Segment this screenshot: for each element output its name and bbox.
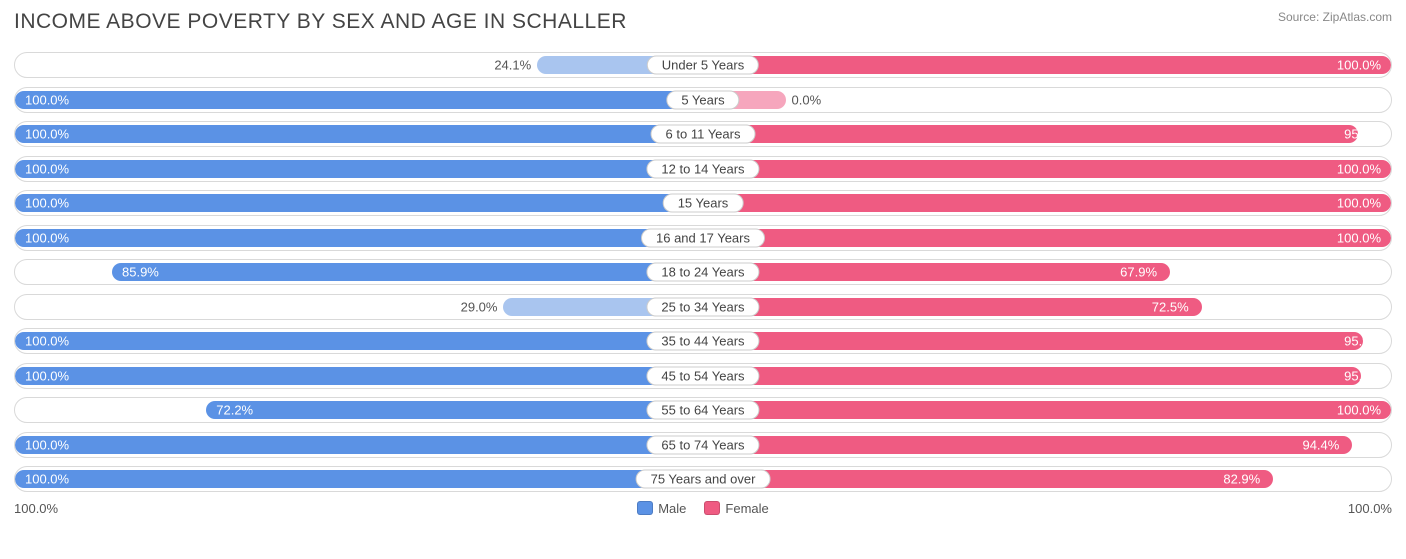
chart-title: INCOME ABOVE POVERTY BY SEX AND AGE IN S…: [14, 10, 627, 34]
female-value: 82.9%: [1223, 472, 1260, 487]
category-label: 65 to 74 Years: [646, 435, 759, 454]
category-label: 25 to 34 Years: [646, 297, 759, 316]
chart-row: 100.0% 95.7% 45 to 54 Years: [14, 363, 1392, 389]
axis-left-label: 100.0%: [14, 501, 58, 516]
category-label: 18 to 24 Years: [646, 263, 759, 282]
male-bar: [15, 194, 703, 212]
male-value: 100.0%: [15, 437, 69, 452]
bar-chart: 24.1% 100.0% Under 5 Years 100.0% 0.0% 5 Year…: [14, 52, 1392, 492]
chart-row: 100.0% 94.4% 65 to 74 Years: [14, 432, 1392, 458]
female-value: 100.0%: [1337, 196, 1381, 211]
male-value: 100.0%: [15, 196, 69, 211]
chart-row: 100.0% 100.0% 16 and 17 Years: [14, 225, 1392, 251]
female-value: 100.0%: [1337, 403, 1381, 418]
male-value: 100.0%: [15, 368, 69, 383]
female-bar: [703, 263, 1170, 281]
chart-footer: 100.0% Male Female 100.0%: [14, 501, 1392, 516]
male-bar: [15, 367, 703, 385]
female-bar: [703, 160, 1391, 178]
legend-swatch-male: [637, 501, 653, 515]
male-bar: [15, 436, 703, 454]
chart-source: Source: ZipAtlas.com: [1278, 10, 1392, 24]
category-label: 12 to 14 Years: [646, 159, 759, 178]
female-value: 95.2%: [1344, 127, 1381, 142]
male-value: 24.1%: [494, 58, 531, 73]
chart-row: 100.0% 0.0% 5 Years: [14, 87, 1392, 113]
chart-row: 100.0% 100.0% 12 to 14 Years: [14, 156, 1392, 182]
legend-swatch-female: [704, 501, 720, 515]
female-value: 94.4%: [1302, 437, 1339, 452]
female-value: 95.9%: [1344, 334, 1381, 349]
female-bar: [703, 56, 1391, 74]
male-value: 100.0%: [15, 334, 69, 349]
male-value: 100.0%: [15, 161, 69, 176]
female-value: 72.5%: [1152, 299, 1189, 314]
female-value: 0.0%: [792, 92, 822, 107]
chart-row: 100.0% 82.9% 75 Years and over: [14, 466, 1392, 492]
male-value: 100.0%: [15, 472, 69, 487]
category-label: 5 Years: [666, 90, 739, 109]
axis-right-label: 100.0%: [1348, 501, 1392, 516]
male-value: 29.0%: [461, 299, 498, 314]
female-bar: [703, 229, 1391, 247]
female-value: 100.0%: [1337, 58, 1381, 73]
category-label: 16 and 17 Years: [641, 228, 765, 247]
male-value: 100.0%: [15, 230, 69, 245]
chart-row: 72.2% 100.0% 55 to 64 Years: [14, 397, 1392, 423]
legend-label-female: Female: [725, 501, 768, 516]
male-bar: [15, 332, 703, 350]
chart-row: 100.0% 100.0% 15 Years: [14, 190, 1392, 216]
female-bar: [703, 332, 1363, 350]
category-label: 6 to 11 Years: [651, 125, 756, 144]
male-bar: [15, 229, 703, 247]
male-bar: [206, 401, 703, 419]
female-bar: [703, 194, 1391, 212]
male-bar: [112, 263, 703, 281]
chart-row: 85.9% 67.9% 18 to 24 Years: [14, 259, 1392, 285]
category-label: 75 Years and over: [636, 470, 771, 489]
female-value: 67.9%: [1120, 265, 1157, 280]
male-value: 100.0%: [15, 92, 69, 107]
legend-item-female: Female: [704, 501, 768, 516]
category-label: 35 to 44 Years: [646, 332, 759, 351]
chart-row: 24.1% 100.0% Under 5 Years: [14, 52, 1392, 78]
legend-item-male: Male: [637, 501, 686, 516]
chart-header: INCOME ABOVE POVERTY BY SEX AND AGE IN S…: [14, 10, 1392, 34]
category-label: 55 to 64 Years: [646, 401, 759, 420]
male-bar: [15, 160, 703, 178]
female-value: 100.0%: [1337, 161, 1381, 176]
female-bar: [703, 367, 1361, 385]
category-label: 45 to 54 Years: [646, 366, 759, 385]
female-bar: [703, 298, 1202, 316]
male-bar: [15, 91, 703, 109]
female-bar: [703, 125, 1358, 143]
male-value: 85.9%: [112, 265, 159, 280]
female-value: 100.0%: [1337, 230, 1381, 245]
chart-row: 100.0% 95.2% 6 to 11 Years: [14, 121, 1392, 147]
male-bar: [15, 125, 703, 143]
male-value: 100.0%: [15, 127, 69, 142]
female-bar: [703, 401, 1391, 419]
chart-row: 100.0% 95.9% 35 to 44 Years: [14, 328, 1392, 354]
male-value: 72.2%: [206, 403, 253, 418]
female-bar: [703, 470, 1273, 488]
chart-row: 29.0% 72.5% 25 to 34 Years: [14, 294, 1392, 320]
female-value: 95.7%: [1344, 368, 1381, 383]
category-label: 15 Years: [663, 194, 744, 213]
category-label: Under 5 Years: [647, 56, 759, 75]
legend-label-male: Male: [658, 501, 686, 516]
legend: Male Female: [637, 501, 769, 516]
female-bar: [703, 436, 1352, 454]
male-bar: [15, 470, 703, 488]
